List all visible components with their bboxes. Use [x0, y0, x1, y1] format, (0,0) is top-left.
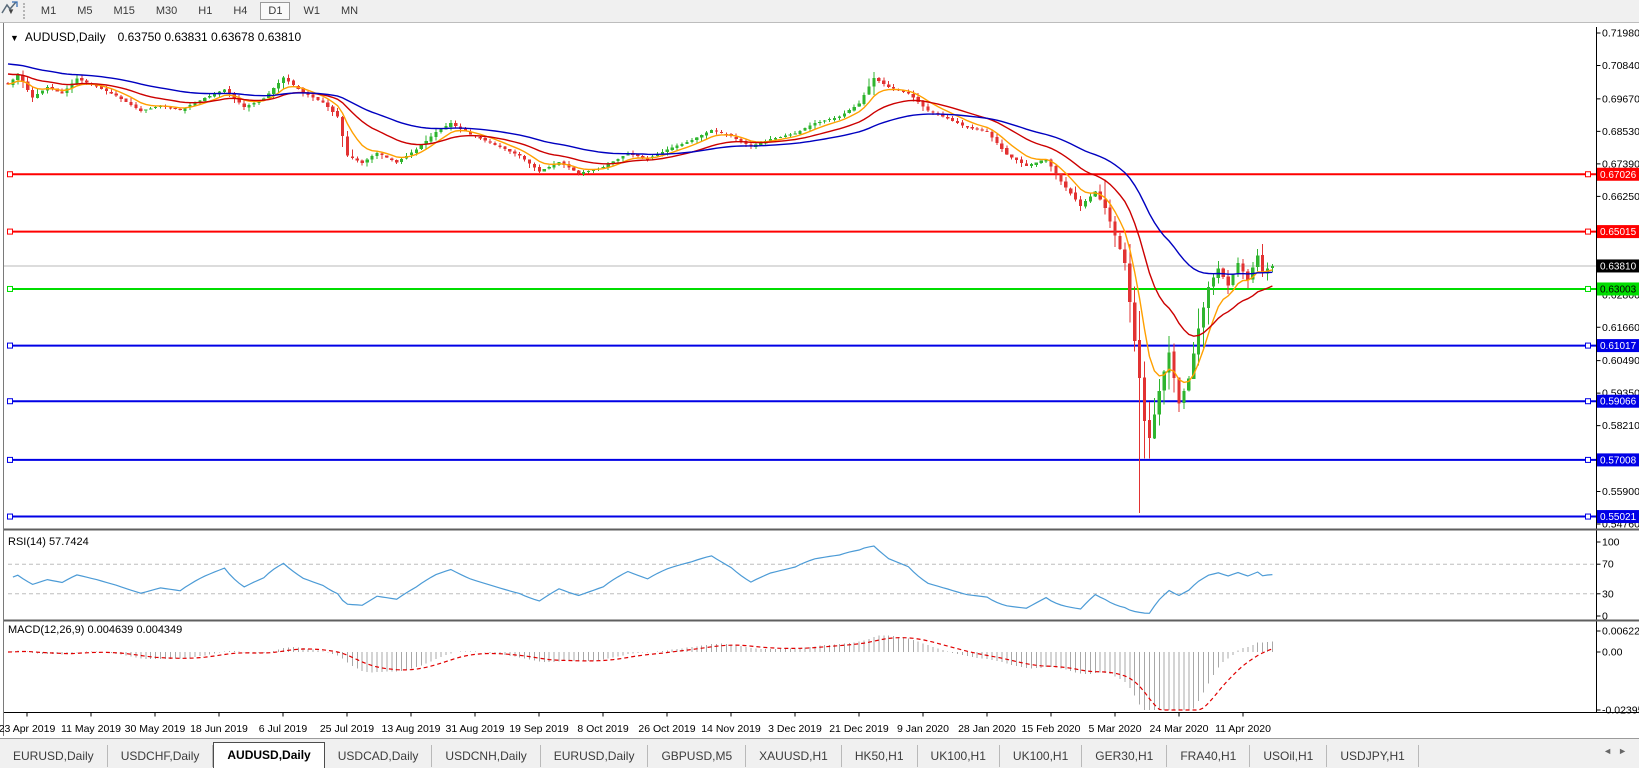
date-tick-label: 8 Oct 2019: [577, 723, 629, 735]
chart-tab-gbpusd-m5[interactable]: GBPUSD,M5: [648, 745, 747, 767]
timeframe-button-h4[interactable]: H4: [233, 5, 248, 17]
chart-window: 0.71980 0.70840 0.69670 0.68530 0.67390 0.662…: [0, 22, 1639, 738]
date-tick-label: 28 Jan 2020: [958, 723, 1016, 735]
price-line-label: 0.55021: [1600, 512, 1637, 523]
chart-symbol-label: AUDUSD,Daily: [24, 30, 106, 44]
timeframe-button-m5[interactable]: M5: [77, 5, 93, 17]
chart-tab-usdchf-daily[interactable]: USDCHF,Daily: [108, 745, 214, 767]
date-tick-label: 15 Feb 2020: [1022, 723, 1081, 735]
chart-tab-audusd-daily[interactable]: AUDUSD,Daily: [213, 742, 325, 768]
price-tick: 0.66250: [1602, 191, 1639, 203]
price-line-label: 0.59066: [1600, 397, 1637, 408]
price-tick: 0.68530: [1602, 126, 1639, 138]
chart-tab-fra40-h1[interactable]: FRA40,H1: [1167, 745, 1251, 767]
rsi-indicator-label: RSI(14) 57.7424: [8, 536, 89, 548]
timeframe-button-w1[interactable]: W1: [303, 5, 320, 17]
timeframe-button-m1[interactable]: M1: [40, 5, 57, 17]
chart-tab-usdcnh-daily[interactable]: USDCNH,Daily: [432, 745, 541, 767]
date-tick-label: 21 Dec 2019: [829, 723, 889, 735]
price-line-label: 0.65015: [1600, 227, 1637, 238]
date-tick-label: 11 May 2019: [61, 723, 121, 735]
date-tick-label: 25 Jul 2019: [320, 723, 374, 735]
tab-scroll-left-icon[interactable]: ◄: [1603, 746, 1619, 756]
price-tick: 0.71980: [1602, 28, 1639, 40]
chart-title: ▼ AUDUSD,Daily 0.63750 0.63831 0.63678 0.6…: [10, 30, 301, 44]
timeframe-button-d1[interactable]: D1: [260, 2, 291, 20]
macd-tick: -0.02395: [1602, 705, 1639, 717]
tab-scroll-right-icon[interactable]: ►: [1618, 746, 1633, 756]
date-tick-label: 13 Aug 2019: [382, 723, 441, 735]
date-tick-label: 26 Oct 2019: [638, 723, 695, 735]
chart-tab-uk100-h1[interactable]: UK100,H1: [918, 745, 1000, 767]
price-line-label: 0.57008: [1600, 455, 1637, 466]
timeframe-button-h1[interactable]: H1: [198, 5, 213, 17]
rsi-tick: 70: [1602, 559, 1614, 571]
price-line-label: 0.63810: [1600, 261, 1637, 272]
rsi-tick: 30: [1602, 588, 1614, 600]
date-tick-label: 14 Nov 2019: [701, 723, 761, 735]
chart-ohlc-values: 0.63750 0.63831 0.63678 0.63810: [117, 30, 302, 44]
chart-tab-bar: EURUSD,Daily USDCHF,Daily AUDUSD,Daily USDC…: [0, 738, 1639, 768]
date-tick-label: 18 Jun 2019: [190, 723, 248, 735]
date-tick-label: 9 Jan 2020: [897, 723, 949, 735]
date-tick-label: 24 Mar 2020: [1150, 723, 1209, 735]
price-tick: 0.61660: [1602, 322, 1639, 334]
chart-tab-usoil-h1[interactable]: USOil,H1: [1250, 745, 1328, 767]
price-tick: 0.55900: [1602, 486, 1639, 498]
timeframe-toolbar: ▼ M1 M5 M15 M30 H1 H4 D1 W1 MN: [0, 0, 1639, 23]
date-tick-label: 3 Dec 2019: [768, 723, 822, 735]
macd-indicator-label: MACD(12,26,9) 0.004639 0.004349: [8, 624, 183, 636]
price-tick: 0.67390: [1602, 158, 1639, 170]
chart-tab-eurusd-daily[interactable]: EURUSD,Daily: [541, 745, 649, 767]
chart-tab-xauusd-h1[interactable]: XAUUSD,H1: [746, 745, 842, 767]
chart-tab-usdjpy-h1[interactable]: USDJPY,H1: [1327, 745, 1419, 767]
chart-tab-hk50-h1[interactable]: HK50,H1: [842, 745, 918, 767]
price-line-label: 0.67026: [1600, 170, 1637, 181]
chart-canvas[interactable]: 0.71980 0.70840 0.69670 0.68530 0.67390 0.662…: [0, 22, 1639, 738]
rsi-tick: 100: [1602, 537, 1620, 549]
toolbar-dropdown-icon[interactable]: ▼: [7, 6, 15, 16]
rsi-tick: 0: [1602, 611, 1608, 623]
price-tick: 0.60490: [1602, 355, 1639, 367]
date-tick-label: 23 Apr 2019: [0, 723, 55, 735]
date-tick-label: 11 Apr 2020: [1215, 723, 1271, 735]
toolbar-grip[interactable]: [22, 3, 25, 19]
tab-scrollers: ◄►: [1603, 746, 1633, 756]
timeframe-buttons: M1 M5 M15 M30 H1 H4 D1 W1 MN: [33, 2, 371, 20]
macd-tick: 0.00622: [1602, 626, 1639, 638]
price-line-label: 0.63003: [1600, 284, 1637, 295]
date-tick-label: 31 Aug 2019: [446, 723, 505, 735]
timeframe-button-mn[interactable]: MN: [340, 5, 359, 17]
chart-tab-usdcad-daily[interactable]: USDCAD,Daily: [325, 745, 433, 767]
date-tick-label: 5 Mar 2020: [1088, 723, 1141, 735]
price-tick: 0.70840: [1602, 60, 1639, 72]
chart-tab-uk100-h1[interactable]: UK100,H1: [1000, 745, 1083, 767]
date-tick-label: 6 Jul 2019: [259, 723, 308, 735]
macd-tick: 0.00: [1602, 647, 1623, 659]
date-tick-label: 30 May 2019: [125, 723, 186, 735]
timeframe-button-m15[interactable]: M15: [113, 5, 135, 17]
timeframe-button-m30[interactable]: M30: [155, 5, 178, 17]
chart-tab-ger30-h1[interactable]: GER30,H1: [1082, 745, 1168, 767]
symbol-dropdown-icon[interactable]: ▼: [10, 33, 19, 43]
date-tick-label: 19 Sep 2019: [509, 723, 569, 735]
chart-tab-eurusd-daily[interactable]: EURUSD,Daily: [0, 745, 108, 767]
price-line-label: 0.61017: [1600, 341, 1637, 352]
price-tick: 0.58210: [1602, 420, 1639, 432]
price-tick: 0.69670: [1602, 93, 1639, 105]
